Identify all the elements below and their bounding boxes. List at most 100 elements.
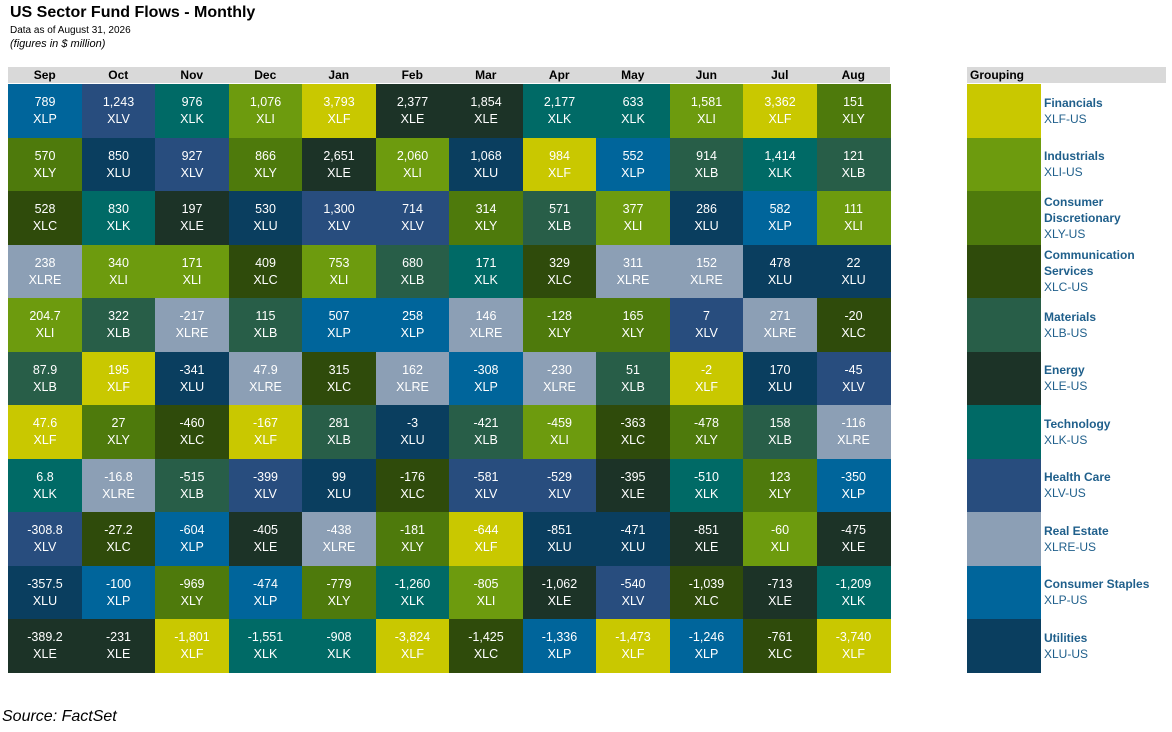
- cell-value: -350: [840, 469, 867, 484]
- cell-ticker: XLC: [400, 486, 425, 501]
- cell-ticker: XLI: [697, 112, 716, 126]
- heatmap-cell: 311 XLRE: [596, 244, 670, 299]
- cell-ticker: XLU: [547, 540, 572, 554]
- heatmap-cell: 121 XLB: [816, 137, 891, 192]
- cell-value: -217: [179, 309, 205, 323]
- heatmap-cell: -231 XLE: [81, 619, 156, 673]
- cell-ticker: XLI: [329, 272, 349, 287]
- cell-value: 158: [769, 416, 791, 430]
- cell-ticker: XLB: [768, 433, 792, 447]
- cell-ticker: XLF: [768, 112, 792, 126]
- cell-value: 530: [255, 202, 276, 216]
- heatmap-cell: -421 XLB: [449, 405, 523, 459]
- cell-value: -3,740: [835, 630, 872, 644]
- cell-value: -181: [399, 523, 426, 537]
- cell-value: -1,039: [688, 576, 725, 591]
- heatmap-cell: 528 XLC: [8, 191, 82, 245]
- heatmap-cell: -1,209 XLK: [816, 565, 891, 620]
- month-header-apr: Apr: [548, 68, 570, 82]
- heatmap-cell: 170 XLU: [743, 351, 817, 406]
- cell-ticker: XLY: [401, 540, 424, 554]
- legend-swatch: [967, 619, 1041, 673]
- cell-ticker: XLI: [182, 272, 202, 287]
- heatmap-cell: 146 XLRE: [449, 298, 523, 352]
- heatmap-cell: 507 XLP: [302, 298, 376, 352]
- cell-value: 204.7: [29, 309, 61, 323]
- cell-value: 1,581: [690, 95, 723, 109]
- heatmap-cell: 3,793 XLF: [302, 84, 376, 138]
- heatmap-cell: 478 XLU: [743, 244, 817, 299]
- cell-value: 866: [255, 148, 276, 163]
- heatmap-cell: -128 XLY: [522, 298, 597, 352]
- heatmap-cell: -100 XLP: [81, 565, 156, 620]
- cell-ticker: XLU: [767, 272, 793, 287]
- as-of-date: Data as of August 31, 2026: [10, 25, 131, 36]
- cell-ticker: XLV: [695, 326, 718, 340]
- heatmap-cell: 151 XLY: [816, 84, 891, 138]
- heatmap-cell: -176 XLC: [375, 458, 450, 513]
- heatmap-cell: 315 XLC: [302, 351, 376, 406]
- cell-ticker: XLY: [621, 326, 645, 340]
- cell-ticker: XLB: [400, 272, 425, 287]
- heatmap-cell: -510 XLK: [669, 458, 744, 513]
- heatmap-cell: -540 XLV: [596, 565, 670, 620]
- cell-value: -644: [473, 523, 499, 537]
- cell-value: 3,793: [323, 95, 355, 109]
- cell-ticker: XLRE: [28, 272, 62, 287]
- cell-ticker: XLK: [547, 112, 572, 126]
- heatmap-cell: -395 XLE: [596, 458, 670, 513]
- month-header-may: May: [621, 68, 645, 82]
- heatmap-cell: -60 XLI: [743, 512, 817, 566]
- cell-ticker: XLP: [694, 647, 719, 661]
- heatmap-cell: -471 XLU: [596, 512, 670, 566]
- heatmap-cell: -308 XLP: [449, 351, 523, 406]
- legend-entry: Materials XLB-US: [1044, 298, 1169, 352]
- cell-ticker: XLP: [474, 379, 498, 394]
- cell-value: -389.2: [27, 630, 63, 644]
- heatmap-cell: 322 XLB: [81, 298, 156, 352]
- heatmap-cell: 171 XLK: [449, 244, 523, 299]
- legend-entry: Real Estate XLRE-US: [1044, 512, 1169, 566]
- legend-sector-name: Technology: [1044, 416, 1111, 431]
- cell-value: 197: [181, 202, 203, 216]
- cell-ticker: XLP: [547, 647, 572, 661]
- cell-value: 552: [622, 148, 644, 163]
- legend-swatch: [967, 298, 1041, 352]
- cell-ticker: XLB: [106, 326, 131, 340]
- cell-value: 571: [549, 202, 570, 216]
- heatmap-cell: 286 XLU: [669, 191, 744, 245]
- heatmap-cell: 329 XLC: [522, 244, 597, 299]
- heatmap-cell: 633 XLK: [596, 84, 670, 138]
- cell-ticker: XLF: [327, 112, 351, 126]
- cell-value: -1,062: [541, 576, 578, 591]
- cell-ticker: XLI: [623, 219, 643, 233]
- heatmap-cell: 1,581 XLI: [669, 84, 744, 138]
- legend-ticker: XLI-US: [1044, 165, 1083, 180]
- cell-ticker: XLP: [768, 219, 792, 233]
- cell-ticker: XLRE: [102, 486, 135, 501]
- cell-value: 329: [549, 255, 570, 270]
- cell-value: 377: [622, 202, 644, 216]
- heatmap-cell: -363 XLC: [596, 405, 670, 459]
- cell-ticker: XLK: [841, 593, 866, 608]
- cell-value: 340: [108, 255, 129, 270]
- cell-value: 2,177: [543, 95, 576, 109]
- cell-ticker: XLK: [33, 486, 57, 501]
- cell-value: -713: [767, 576, 793, 591]
- heatmap-cell: -478 XLY: [669, 405, 744, 459]
- cell-ticker: XLU: [326, 486, 352, 501]
- cell-ticker: XLP: [180, 540, 204, 554]
- cell-value: -357.5: [27, 576, 63, 591]
- cell-value: 171: [181, 255, 203, 270]
- cell-ticker: XLU: [179, 379, 205, 394]
- heatmap-cell: -1,260 XLK: [375, 565, 450, 620]
- cell-value: -16.8: [104, 469, 133, 484]
- cell-ticker: XLP: [400, 326, 425, 340]
- heatmap-cell: 1,076 XLI: [228, 84, 303, 138]
- cell-ticker: XLK: [106, 219, 131, 233]
- legend-swatch: [967, 244, 1041, 299]
- cell-value: -100: [105, 576, 132, 591]
- cell-value: -460: [179, 416, 205, 430]
- cell-ticker: XLB: [253, 326, 278, 340]
- legend-sector-name: Real Estate: [1044, 523, 1109, 538]
